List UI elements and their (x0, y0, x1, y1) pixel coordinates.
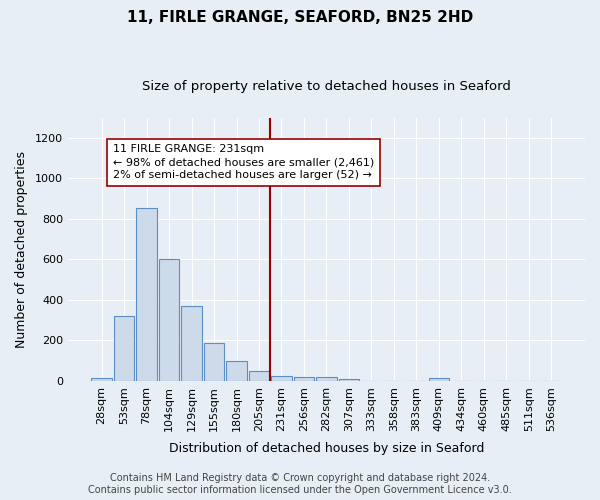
Bar (249, 371, 269, 381)
Bar (294, 378, 314, 381)
Bar (339, 379, 359, 381)
Bar (181, 306, 202, 381)
Bar (91, 378, 112, 381)
Bar (159, 260, 179, 381)
Bar (204, 344, 224, 381)
Text: 11, FIRLE GRANGE, SEAFORD, BN25 2HD: 11, FIRLE GRANGE, SEAFORD, BN25 2HD (127, 10, 473, 25)
Title: Size of property relative to detached houses in Seaford: Size of property relative to detached ho… (142, 80, 511, 93)
Text: 11 FIRLE GRANGE: 231sqm
← 98% of detached houses are smaller (2,461)
2% of semi-: 11 FIRLE GRANGE: 231sqm ← 98% of detache… (113, 144, 374, 180)
Y-axis label: Number of detached properties: Number of detached properties (15, 151, 28, 348)
Text: Contains HM Land Registry data © Crown copyright and database right 2024.
Contai: Contains HM Land Registry data © Crown c… (88, 474, 512, 495)
Bar (136, 208, 157, 381)
Bar (429, 378, 449, 381)
Bar (316, 378, 337, 381)
X-axis label: Distribution of detached houses by size in Seaford: Distribution of detached houses by size … (169, 442, 484, 455)
Bar (271, 376, 292, 381)
Bar (114, 316, 134, 381)
Bar (226, 360, 247, 381)
